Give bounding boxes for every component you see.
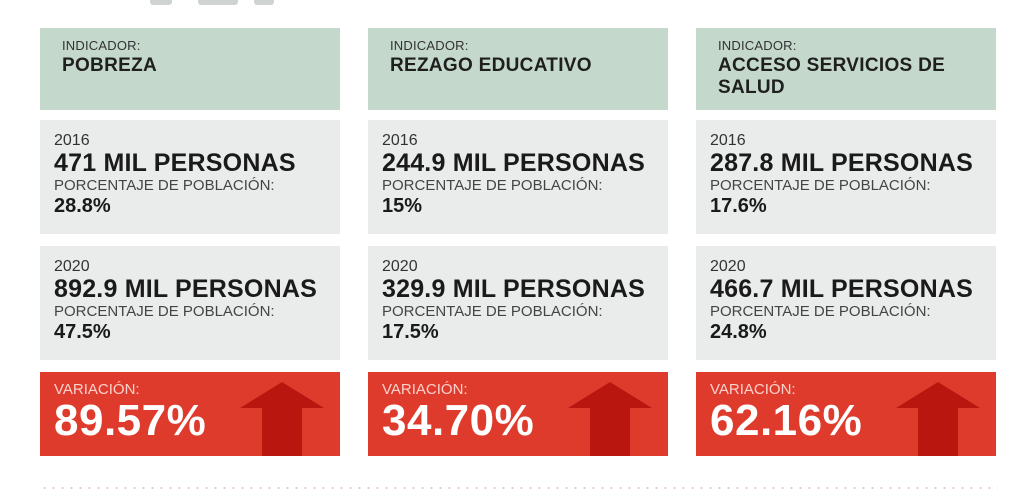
arrow-up-icon	[240, 382, 324, 456]
indicator-label: INDICADOR:	[390, 38, 469, 53]
percentage-label: PORCENTAJE DE POBLACIÓN:	[54, 303, 275, 320]
year-box-2020: 2020 892.9 MIL PERSONAS PORCENTAJE DE PO…	[40, 246, 340, 360]
percentage-value: 17.6%	[710, 195, 767, 217]
year-box-2016: 2016 244.9 MIL PERSONAS PORCENTAJE DE PO…	[368, 120, 668, 234]
year-box-2020: 2020 329.9 MIL PERSONAS PORCENTAJE DE PO…	[368, 246, 668, 360]
arrow-up-icon	[568, 382, 652, 456]
indicator-label: INDICADOR:	[718, 38, 797, 53]
year-box-2020: 2020 466.7 MIL PERSONAS PORCENTAJE DE PO…	[696, 246, 996, 360]
year-label: 2016	[710, 132, 746, 149]
variation-label: VARIACIÓN:	[54, 381, 140, 398]
variation-label: VARIACIÓN:	[710, 381, 796, 398]
year-box-2016: 2016 471 MIL PERSONAS PORCENTAJE DE POBL…	[40, 120, 340, 234]
indicator-label: INDICADOR:	[62, 38, 141, 53]
percentage-label: PORCENTAJE DE POBLACIÓN:	[710, 177, 931, 194]
variation-box: VARIACIÓN: 62.16%	[696, 372, 996, 456]
percentage-label: PORCENTAJE DE POBLACIÓN:	[382, 303, 603, 320]
indicator-columns: INDICADOR: POBREZA 2016 471 MIL PERSONAS…	[40, 28, 996, 456]
indicator-header: INDICADOR: POBREZA	[40, 28, 340, 110]
percentage-label: PORCENTAJE DE POBLACIÓN:	[710, 303, 931, 320]
indicator-header: INDICADOR: REZAGO EDUCATIVO	[368, 28, 668, 110]
people-count: 892.9 MIL PERSONAS	[54, 275, 317, 303]
people-count: 471 MIL PERSONAS	[54, 149, 296, 177]
percentage-value: 28.8%	[54, 195, 111, 217]
variation-value: 34.70%	[382, 396, 535, 445]
variation-value: 89.57%	[54, 396, 207, 445]
year-label: 2016	[382, 132, 418, 149]
variation-box: VARIACIÓN: 89.57%	[40, 372, 340, 456]
indicator-column-acceso-servicios-de-salud: INDICADOR: ACCESO SERVICIOS DE SALUD 201…	[696, 28, 996, 456]
indicator-name: ACCESO SERVICIOS DE SALUD	[718, 55, 946, 98]
indicator-column-pobreza: INDICADOR: POBREZA 2016 471 MIL PERSONAS…	[40, 28, 340, 456]
percentage-value: 24.8%	[710, 321, 767, 343]
percentage-value: 15%	[382, 195, 423, 217]
indicator-header: INDICADOR: ACCESO SERVICIOS DE SALUD	[696, 28, 996, 110]
year-label: 2020	[54, 258, 90, 275]
indicator-name: POBREZA	[62, 55, 157, 76]
variation-box: VARIACIÓN: 34.70%	[368, 372, 668, 456]
top-cropped-graphic	[150, 0, 280, 6]
year-label: 2020	[710, 258, 746, 275]
people-count: 329.9 MIL PERSONAS	[382, 275, 645, 303]
people-count: 244.9 MIL PERSONAS	[382, 149, 645, 177]
indicator-name: REZAGO EDUCATIVO	[390, 55, 592, 76]
people-count: 287.8 MIL PERSONAS	[710, 149, 973, 177]
year-box-2016: 2016 287.8 MIL PERSONAS PORCENTAJE DE PO…	[696, 120, 996, 234]
percentage-label: PORCENTAJE DE POBLACIÓN:	[382, 177, 603, 194]
variation-value: 62.16%	[710, 396, 863, 445]
dotted-divider	[40, 487, 998, 489]
variation-label: VARIACIÓN:	[382, 381, 468, 398]
year-label: 2020	[382, 258, 418, 275]
percentage-label: PORCENTAJE DE POBLACIÓN:	[54, 177, 275, 194]
percentage-value: 17.5%	[382, 321, 439, 343]
percentage-value: 47.5%	[54, 321, 111, 343]
indicator-column-rezago-educativo: INDICADOR: REZAGO EDUCATIVO 2016 244.9 M…	[368, 28, 668, 456]
year-label: 2016	[54, 132, 90, 149]
people-count: 466.7 MIL PERSONAS	[710, 275, 973, 303]
arrow-up-icon	[896, 382, 980, 456]
